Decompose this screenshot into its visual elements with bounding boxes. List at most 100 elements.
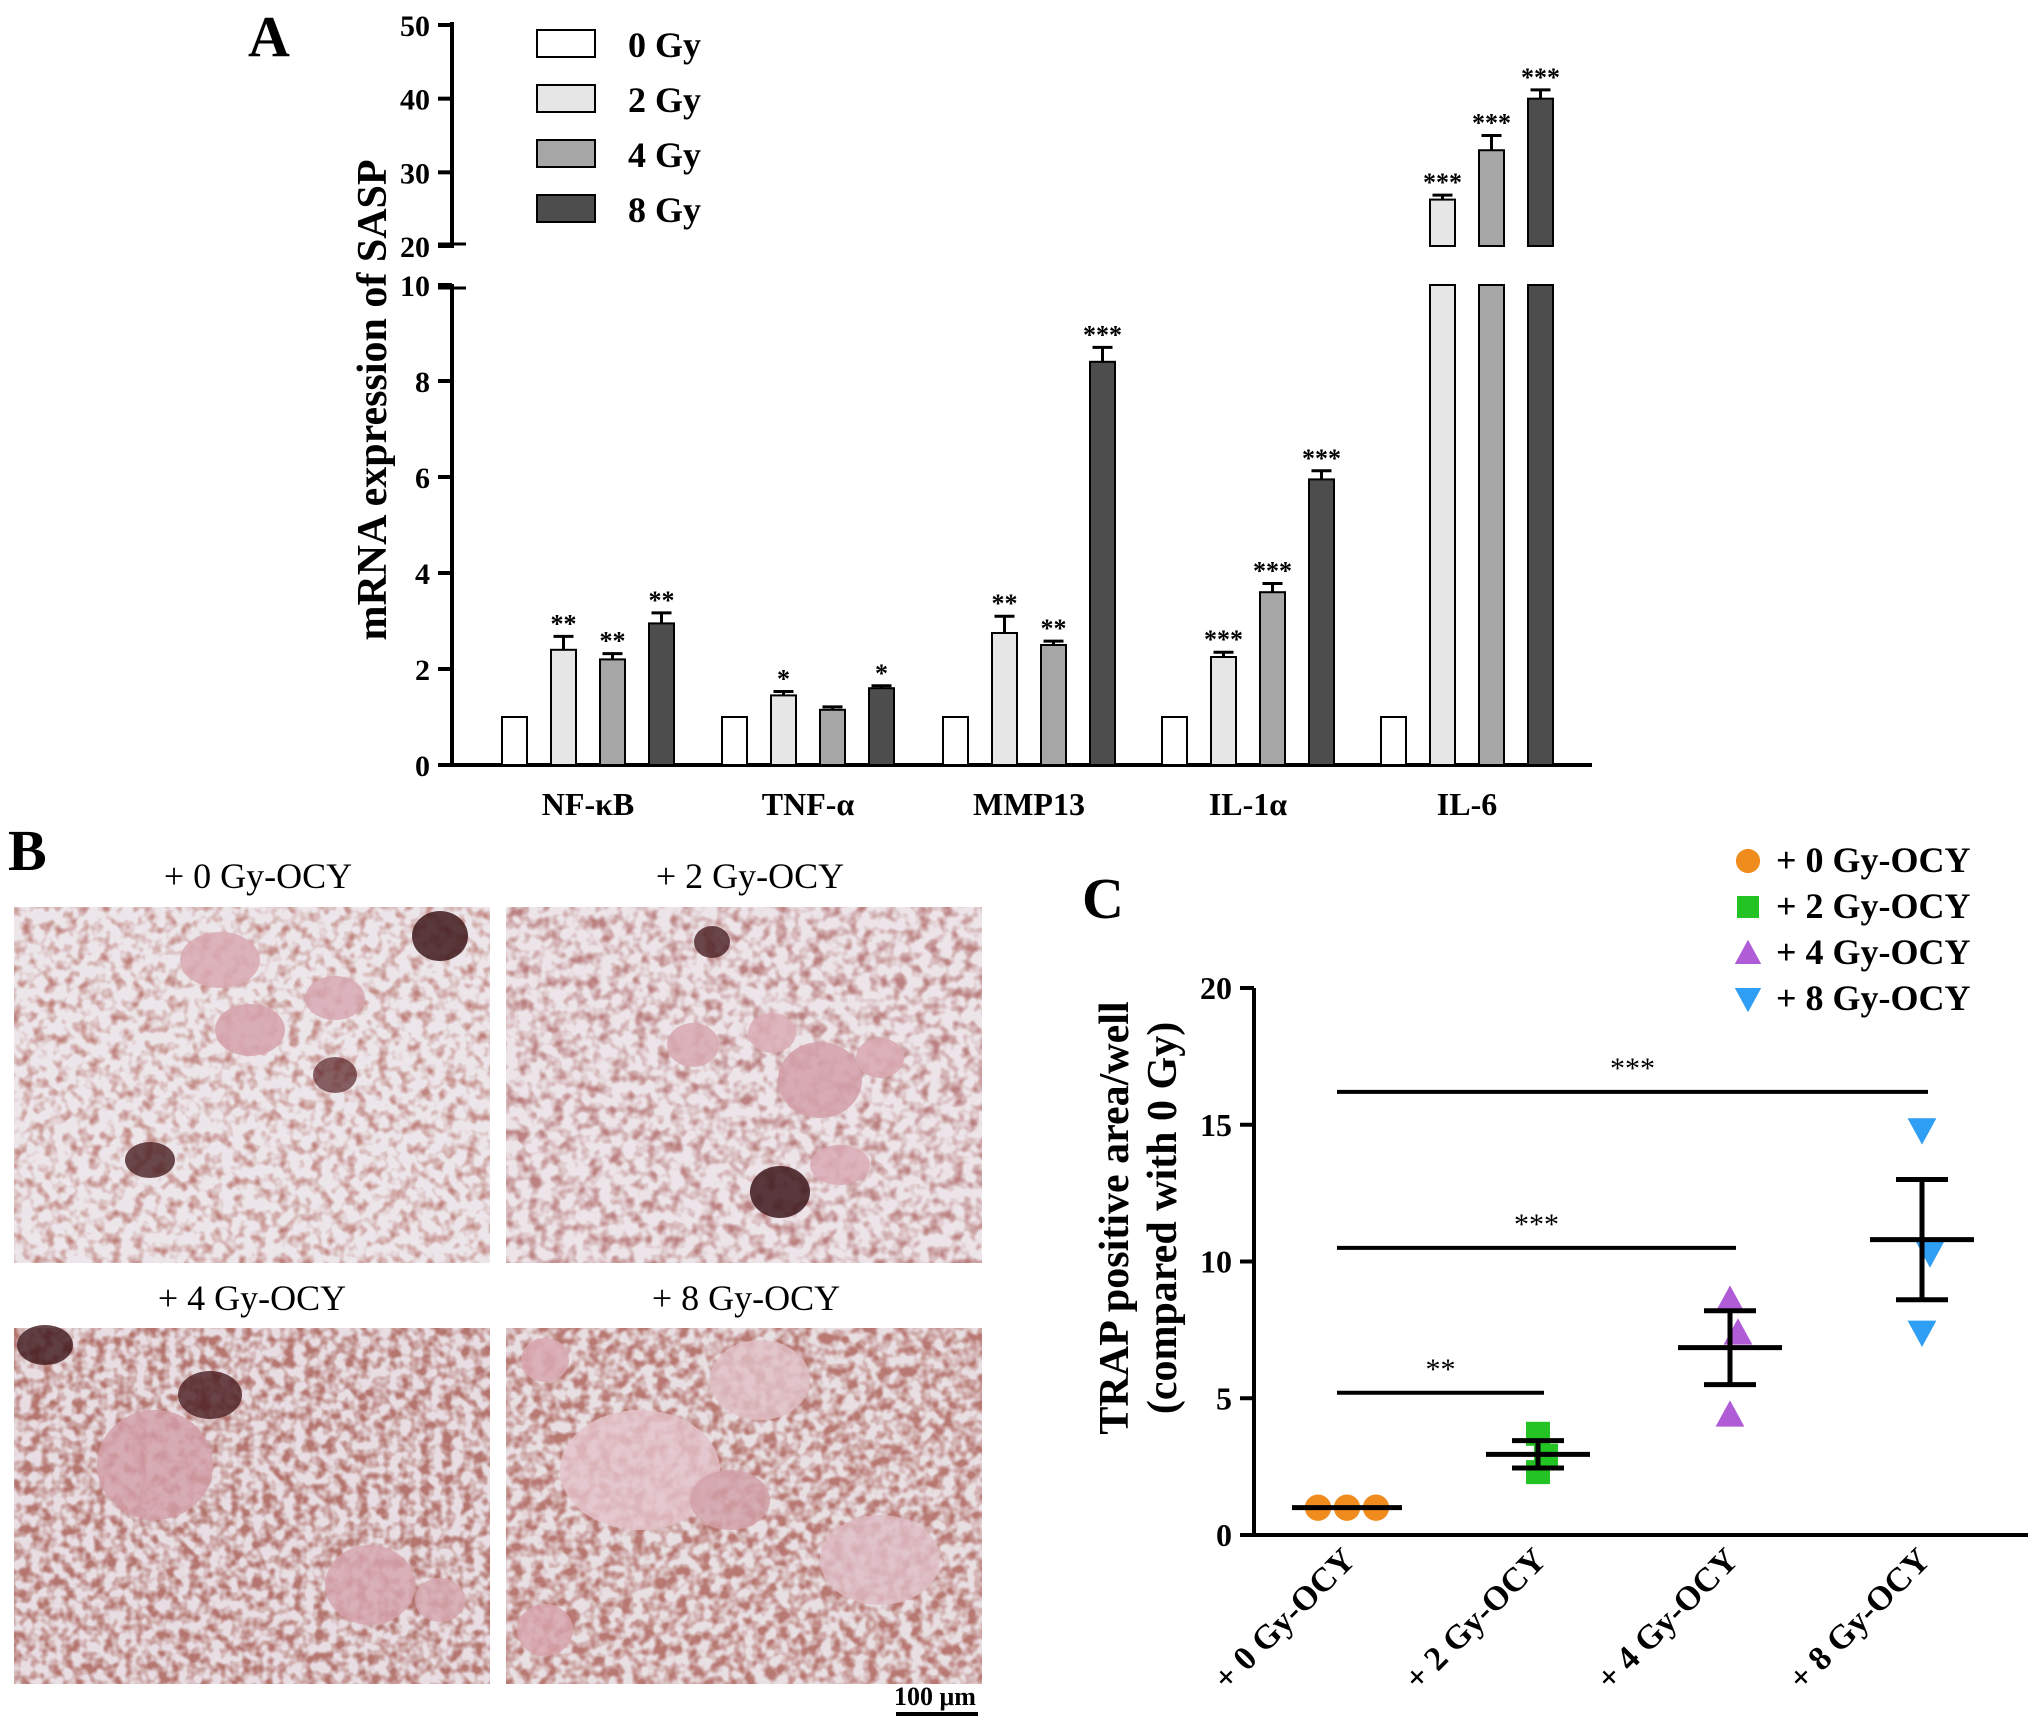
legend-label: + 8 Gy-OCY [1776,978,1971,1018]
micrograph-label: + 2 Gy-OCY [656,856,844,896]
micrograph-0gy [14,907,490,1263]
legend-marker [1734,988,1762,1013]
panel-c-y-axis-title-line2: (compared with 0 Gy) [1140,1022,1186,1414]
panel-a-label: A [248,4,290,69]
data-point [1715,1285,1745,1312]
bar [648,622,675,767]
panel-c-category-label: + 2 Gy-OCY [1398,1541,1554,1697]
bar [1089,360,1116,766]
panel-c-category-label: + 4 Gy-OCY [1590,1541,1746,1697]
bar [550,648,577,766]
bar [819,708,846,766]
legend-label: 4 Gy [628,135,701,175]
panel-a-category-label: TNF-α [762,786,855,822]
panel-a-y-tick-label: 0 [415,750,430,783]
micrograph-8gy [506,1328,982,1684]
legend-marker [1737,896,1759,918]
legend-swatch [536,29,596,58]
panel-a-bar-chart: mRNA expression of SASP 024681020304050 … [350,10,1592,822]
panel-a-y-tick-label: 6 [415,462,430,495]
bar [501,716,528,766]
bar [721,716,748,766]
significance-marker: ** [649,586,675,615]
panel-a-y-tick-label: 20 [400,231,430,264]
bar [942,716,969,766]
panel-c-category-label: + 8 Gy-OCY [1782,1541,1938,1697]
legend-label: 8 Gy [628,190,701,230]
significance-marker: *** [1472,109,1511,138]
bar [599,658,626,767]
panel-c-y-axis-title: TRAP positive area/well [1092,1001,1138,1434]
data-point [1907,1320,1937,1348]
panel-a-category-label: IL-1α [1209,786,1287,822]
legend-swatch [536,84,596,113]
micrograph-2gy [506,907,982,1263]
bar [1308,478,1335,766]
micrograph-label: + 0 Gy-OCY [164,856,352,896]
bar-upper-segment [1429,198,1456,247]
significance-marker: *** [1423,168,1462,197]
panel-a-category-label: NF-κB [542,786,634,822]
panel-c-scatter-chart: TRAP positive area/well (compared with 0… [1092,840,2028,1698]
data-point [1715,1400,1745,1427]
micrograph-label: + 4 Gy-OCY [158,1278,346,1318]
panel-a-y-tick-label: 10 [400,270,430,303]
panel-c-label: C [1082,866,1124,931]
panel-a-category-label: IL-6 [1437,786,1497,822]
bar [1380,716,1407,766]
legend-label: + 0 Gy-OCY [1776,840,1971,880]
bar [1429,284,1456,766]
significance-marker: ** [600,627,626,656]
significance-marker: *** [1521,63,1560,92]
significance-marker: * [777,665,790,694]
bar [1259,591,1286,767]
significance-marker: *** [1204,625,1243,654]
legend-swatch [536,194,596,223]
comparison-significance: *** [1514,1208,1559,1241]
panel-a-y-tick-label: 8 [415,366,430,399]
legend-marker [1734,939,1762,964]
significance-marker: *** [1083,320,1122,349]
panel-c-y-tick-label: 0 [1216,1517,1232,1553]
legend-label: 0 Gy [628,25,701,65]
significance-marker: ** [551,609,577,638]
panel-a-y-tick-label: 4 [415,558,430,591]
panel-a-legend: 0 Gy 2 Gy 4 Gy 8 Gy [536,25,701,230]
significance-marker: * [875,659,888,688]
scale-bar-label: 100 μm [894,1682,976,1711]
significance-marker: *** [1253,557,1292,586]
panel-c-legend: + 0 Gy-OCY + 2 Gy-OCY + 4 Gy-OCY + 8 Gy-OCY [1734,840,1971,1018]
data-point [1907,1118,1937,1145]
legend-label: + 2 Gy-OCY [1776,886,1971,926]
panel-a-y-tick-label: 40 [400,84,430,117]
comparison-significance: ** [1426,1353,1456,1386]
bar [1210,656,1237,766]
micrograph-4gy [14,1325,490,1684]
panel-a-y-axis-title: mRNA expression of SASP [350,159,396,640]
bar [1161,716,1188,766]
bar-upper-segment [1478,149,1505,248]
bar [1527,284,1554,766]
micrograph-label: + 8 Gy-OCY [652,1278,840,1318]
bar [991,632,1018,766]
legend-label: + 4 Gy-OCY [1776,932,1971,972]
panel-c-y-tick-label: 10 [1200,1244,1232,1280]
panel-a-category-label: MMP13 [973,786,1085,822]
panel-c-y-tick-label: 20 [1200,970,1232,1006]
panel-c-category-label: + 0 Gy-OCY [1207,1541,1363,1697]
bar [1040,644,1067,766]
significance-marker: *** [1302,444,1341,473]
panel-a-y-tick-label: 30 [400,157,430,190]
panel-a-y-tick-label: 2 [415,654,430,687]
panel-c-y-tick-label: 5 [1216,1380,1232,1416]
panel-c-y-tick-label: 15 [1200,1107,1232,1143]
significance-marker: ** [992,589,1018,618]
panel-b-label: B [8,818,47,883]
bar [868,687,895,767]
bar-upper-segment [1527,97,1554,247]
panel-b-micrographs: + 0 Gy-OCY + 2 Gy-OCY + 4 Gy-OCY + 8 Gy-… [14,856,982,1716]
legend-swatch [536,139,596,168]
comparison-significance: *** [1610,1052,1655,1085]
bar [1478,284,1505,766]
